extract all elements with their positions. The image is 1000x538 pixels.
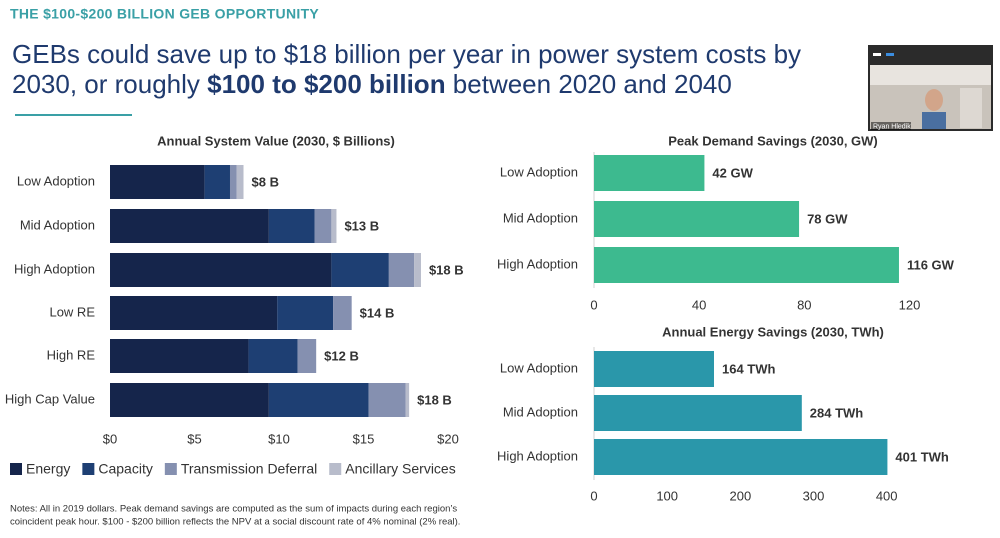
chart-title: Annual Energy Savings (2030, TWh) bbox=[662, 324, 884, 339]
category-label: High Cap Value bbox=[5, 391, 95, 406]
bar-segment bbox=[331, 209, 337, 243]
x-tick-label: 40 bbox=[692, 297, 706, 312]
webcam-face bbox=[925, 89, 943, 111]
value-label: $18 B bbox=[429, 262, 464, 277]
legend-swatch bbox=[82, 463, 95, 475]
legend-swatch bbox=[10, 463, 22, 475]
legend-label: Transmission Deferral bbox=[181, 461, 317, 477]
webcam-icon bbox=[886, 53, 894, 56]
bar-segment bbox=[204, 165, 230, 199]
bar-segment bbox=[229, 165, 237, 199]
value-label: $13 B bbox=[344, 218, 379, 233]
webcam-name: Ryan Hledik bbox=[873, 123, 911, 130]
value-label: $14 B bbox=[360, 305, 395, 320]
bar bbox=[594, 395, 802, 431]
x-tick-label: $15 bbox=[353, 431, 375, 446]
chart: Annual Energy Savings (2030, TWh) 0 100 200… bbox=[497, 324, 949, 503]
value-label: 164 TWh bbox=[722, 361, 776, 376]
bar-segment bbox=[297, 339, 317, 373]
category-label: High RE bbox=[47, 347, 96, 362]
webcam-door bbox=[960, 88, 982, 128]
bar bbox=[594, 201, 800, 237]
webcam-shirt bbox=[922, 112, 946, 129]
value-label: $18 B bbox=[417, 392, 452, 407]
headline-line-1: GEBs could save up to $18 billion per ye… bbox=[12, 39, 801, 69]
value-label: 42 GW bbox=[712, 165, 753, 180]
bar-segment bbox=[110, 339, 249, 373]
x-tick-label: 120 bbox=[899, 297, 921, 312]
notes-line: Notes: All in 2019 dollars. Peak demand … bbox=[10, 504, 457, 515]
section-header: THE $100-$200 BILLION GEB OPPORTUNITY bbox=[10, 6, 319, 22]
category-label: High Adoption bbox=[497, 256, 578, 271]
bar-segment bbox=[110, 383, 269, 417]
x-tick-label: 300 bbox=[803, 488, 825, 503]
bar-segment bbox=[277, 296, 334, 330]
webcam: Ryan Hledik bbox=[868, 45, 993, 131]
value-label: $8 B bbox=[252, 174, 279, 189]
bar-segment bbox=[268, 209, 315, 243]
bar-segment bbox=[314, 209, 332, 243]
bar-segment bbox=[388, 253, 415, 287]
bar-segment bbox=[110, 253, 332, 287]
category-label: Mid Adoption bbox=[503, 404, 578, 419]
bar-segment bbox=[110, 165, 205, 199]
category-label: High Adoption bbox=[14, 261, 95, 276]
bar bbox=[594, 439, 888, 475]
legend-label: Capacity bbox=[98, 461, 152, 477]
value-label: 284 TWh bbox=[810, 405, 864, 420]
legend-label: Energy bbox=[26, 461, 70, 477]
bar-segment bbox=[405, 383, 410, 417]
legend-label: Ancillary Services bbox=[345, 461, 455, 477]
x-tick-label: 200 bbox=[729, 488, 751, 503]
legend-swatch bbox=[164, 463, 177, 475]
headline-part: between 2020 and 2040 bbox=[446, 69, 732, 99]
x-tick-label: 0 bbox=[590, 488, 597, 503]
chart-title: Annual System Value (2030, $ Billions) bbox=[157, 133, 395, 148]
notes-line: coincident peak hour. $100 - $200 billio… bbox=[10, 517, 460, 528]
x-tick-label: $10 bbox=[268, 431, 290, 446]
bar-segment bbox=[333, 296, 352, 330]
bar bbox=[594, 351, 714, 387]
webcam-ceiling bbox=[870, 65, 991, 85]
chart: Peak Demand Savings (2030, GW) 0 40 80 120 Lo… bbox=[497, 133, 955, 312]
category-label: Low RE bbox=[49, 304, 95, 319]
x-tick-label: 400 bbox=[876, 488, 898, 503]
x-tick-label: 100 bbox=[656, 488, 678, 503]
category-label: Mid Adoption bbox=[503, 210, 578, 225]
headline-line-2: 2030, or roughly $100 to $200 billion be… bbox=[12, 69, 732, 99]
bar-segment bbox=[414, 253, 421, 287]
bar-segment bbox=[368, 383, 406, 417]
x-tick-label: $0 bbox=[103, 431, 117, 446]
category-label: Low Adoption bbox=[500, 360, 578, 375]
bar bbox=[594, 247, 899, 283]
x-tick-label: 80 bbox=[797, 297, 811, 312]
bar bbox=[594, 155, 705, 191]
title-underline bbox=[15, 114, 132, 116]
category-label: High Adoption bbox=[497, 448, 578, 463]
bar-segment bbox=[268, 383, 369, 417]
webcam-label-bg bbox=[871, 122, 911, 130]
bar-segment bbox=[331, 253, 389, 287]
webcam-icon bbox=[873, 53, 881, 56]
bar-segment bbox=[236, 165, 244, 199]
value-label: 116 GW bbox=[907, 257, 955, 272]
value-label: 78 GW bbox=[807, 211, 848, 226]
x-tick-label: $20 bbox=[437, 431, 459, 446]
bar-segment bbox=[248, 339, 298, 373]
bar-segment bbox=[110, 296, 278, 330]
chart: Annual System Value (2030, $ Billions) $0… bbox=[5, 133, 464, 476]
category-label: Mid Adoption bbox=[20, 217, 95, 232]
x-tick-label: 0 bbox=[590, 297, 597, 312]
headline-emphasis: $100 to $200 billion bbox=[207, 69, 445, 99]
chart-title: Peak Demand Savings (2030, GW) bbox=[668, 133, 878, 148]
bar-segment bbox=[110, 209, 269, 243]
x-tick-label: $5 bbox=[187, 431, 201, 446]
value-label: 401 TWh bbox=[895, 449, 949, 464]
legend-swatch bbox=[329, 463, 342, 475]
value-label: $12 B bbox=[324, 348, 359, 363]
headline-part: 2030, or roughly bbox=[12, 69, 207, 99]
category-label: Low Adoption bbox=[17, 173, 95, 188]
category-label: Low Adoption bbox=[500, 164, 578, 179]
